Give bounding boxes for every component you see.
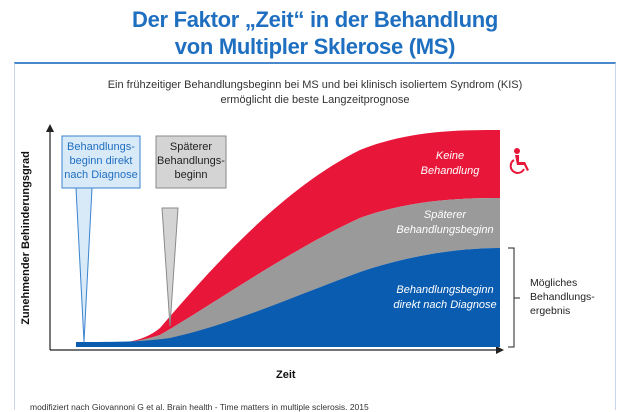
label-keine-behandlung: Keine Behandlung <box>420 150 480 177</box>
title-line-1: Der Faktor „Zeit“ in der Behandlung <box>132 7 498 32</box>
title-line-2: von Multipler Sklerose (MS) <box>174 34 456 59</box>
page-title: Der Faktor „Zeit“ in der Behandlung von … <box>0 6 630 60</box>
y-axis-label: Zunehmender Behinderungsgrad <box>20 151 32 325</box>
band-keine-behandlung <box>76 130 500 345</box>
label-spaeterer-behandlungsbeginn: Späterer Behandlungsbeginn <box>396 209 494 236</box>
outcome-bracket <box>508 247 520 348</box>
callout-pointer-direkt <box>75 187 93 343</box>
callout-pointer-spaeter <box>161 207 179 327</box>
footnote: modifiziert nach Giovannoni G et al. Bra… <box>30 402 369 412</box>
callout-box-direkt <box>61 135 141 189</box>
x-axis-arrow <box>496 346 504 354</box>
callout-box-spaeter <box>155 135 227 189</box>
x-axis-label: Zeit <box>276 369 296 381</box>
y-axis-arrow <box>46 124 54 132</box>
subtitle-text: Ein frühzeitiger Behandlungsbeginn bei M… <box>107 79 523 106</box>
callout-label-direkt: Behandlungs- beginn direkt nach Diagnose <box>64 141 138 181</box>
band-direkt-nach-diagnose <box>76 248 500 347</box>
outcome-label: Mögliches Behandlungs- ergebnis <box>530 277 595 317</box>
label-direkt-nach-diagnose: Behandlungsbeginn direkt nach Diagnose <box>393 284 497 311</box>
chart-subtitle: Ein frühzeitiger Behandlungsbeginn bei M… <box>0 78 630 108</box>
wheelchair-icon <box>509 148 529 174</box>
chart-panel <box>14 62 616 410</box>
callout-label-spaeter: Späterer Behandlungs- beginn <box>157 141 225 181</box>
band-spaeterer-behandlungsbeginn <box>76 198 500 345</box>
